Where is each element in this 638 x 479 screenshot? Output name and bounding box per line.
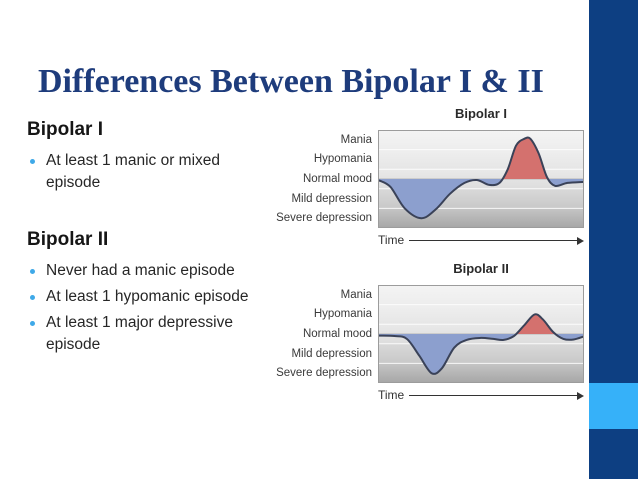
section-heading: Bipolar II [27,229,109,250]
time-axis: Time [378,389,584,402]
text-column: Bipolar I At least 1 manic or mixed epis… [27,118,283,390]
chart-title: Bipolar I [454,106,507,121]
depression-area [378,334,584,374]
y-axis-tick-label: Severe depression [276,367,372,380]
chart-bipolar-1: Bipolar I Mania Hypomania Normal mood Mild … [276,106,584,247]
depression-area [378,179,584,219]
y-axis-labels: Mania Hypomania Normal mood Mild depression… [276,130,378,228]
y-axis-tick-label: Hypomania [313,153,372,166]
mood-band [378,149,584,170]
section-bipolar-2: Bipolar II Never had a manic episode At … [27,228,283,356]
section-heading: Bipolar I [27,119,104,140]
bullet-text: At least 1 hypomanic episode [46,288,249,305]
time-axis-line [409,239,578,242]
mood-band [378,285,584,305]
bullet-dot-icon [30,295,35,300]
mood-band [378,130,584,150]
x-axis-label: Time [378,388,405,402]
bullet-dot-icon [30,159,35,164]
mania-area [378,137,584,179]
mania-area [378,314,584,334]
y-axis-tick-label: Severe depression [276,212,372,225]
chart-bipolar-2: Bipolar II Mania Hypomania Normal mood Mild… [276,261,584,402]
chart-title: Bipolar II [453,261,509,276]
mood-curve [378,136,584,220]
bullet-dot-icon [30,269,35,274]
plot-border [378,285,584,383]
chart-body: Mania Hypomania Normal mood Mild depression… [276,130,584,228]
y-axis-tick-label: Mania [340,288,372,301]
time-axis-line [409,394,578,397]
y-axis-tick-label: Mild depression [291,192,372,205]
list-item: At least 1 hypomanic episode [27,286,283,308]
charts-column: Bipolar I Mania Hypomania Normal mood Mild … [276,106,584,416]
slide-title: Differences Between Bipolar I & II [38,62,544,100]
bullet-text: Never had a manic episode [46,262,235,279]
arrow-right-icon [577,236,584,245]
y-axis-tick-label: Hypomania [313,308,372,321]
x-axis-label: Time [378,233,405,247]
y-axis-tick-label: Normal mood [302,327,372,340]
sidebar-accent-segment [589,383,638,429]
y-axis-tick-label: Mania [340,133,372,146]
list-item: At least 1 manic or mixed episode [27,150,283,194]
time-axis: Time [378,234,584,247]
list-item: At least 1 major depressive episode [27,312,283,356]
bullet-text: At least 1 manic or mixed episode [46,152,221,191]
sidebar-accent-bar [589,0,638,479]
section-bipolar-1: Bipolar I At least 1 manic or mixed epis… [27,118,283,194]
bullet-text: At least 1 major depressive episode [46,314,233,353]
plot-border [378,130,584,228]
chart-body: Mania Hypomania Normal mood Mild depression… [276,285,584,383]
mood-band [378,304,584,325]
mood-plot [378,285,584,383]
mood-band [378,343,584,364]
mood-plot [378,130,584,228]
list-item: Never had a manic episode [27,260,283,282]
y-axis-labels: Mania Hypomania Normal mood Mild depression… [276,285,378,383]
y-axis-tick-label: Mild depression [291,347,372,360]
mood-curve [378,313,584,375]
y-axis-tick-label: Normal mood [302,172,372,185]
mood-band [378,363,584,383]
arrow-right-icon [577,391,584,400]
bullet-dot-icon [30,321,35,326]
